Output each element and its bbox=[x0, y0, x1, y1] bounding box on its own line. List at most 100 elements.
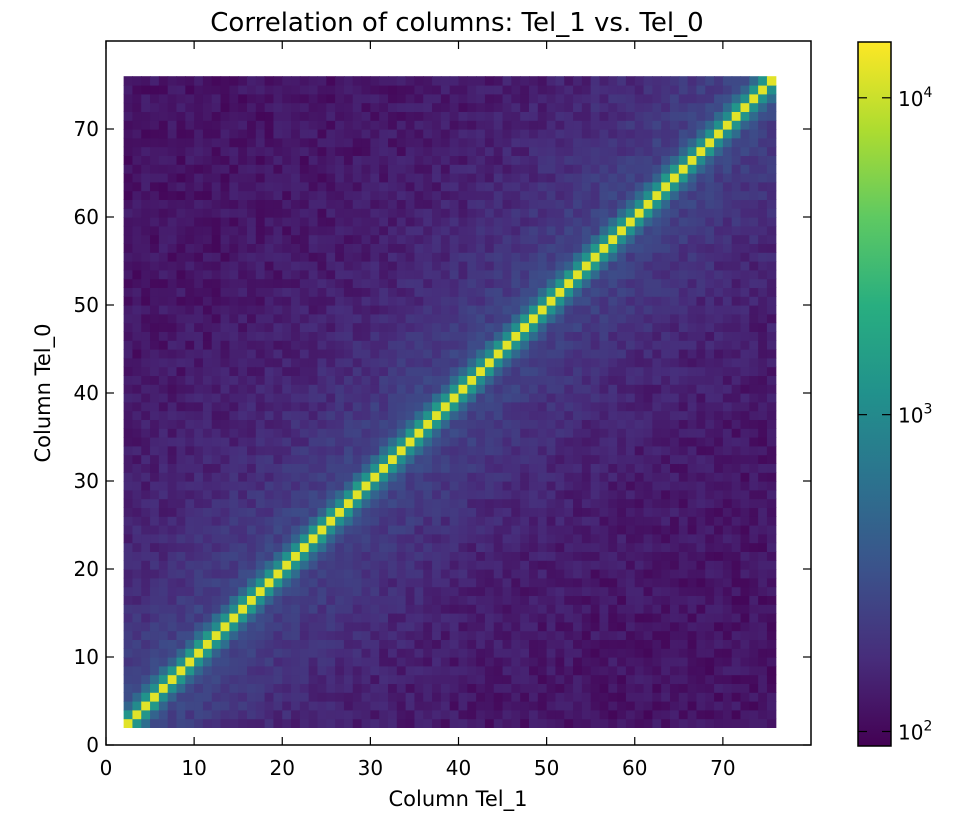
heatmap-cell bbox=[678, 437, 689, 447]
heatmap-cell bbox=[141, 146, 151, 156]
heatmap-cell bbox=[458, 261, 468, 271]
heatmap-cell bbox=[379, 225, 389, 236]
heatmap-cell bbox=[352, 718, 363, 728]
heatmap-cell bbox=[247, 357, 257, 368]
heatmap-cell bbox=[617, 313, 627, 324]
heatmap-cell bbox=[238, 375, 248, 385]
heatmap-cell bbox=[273, 217, 283, 227]
heatmap-cell bbox=[176, 454, 186, 464]
heatmap-cell bbox=[678, 533, 689, 544]
heatmap-cell bbox=[247, 516, 257, 526]
heatmap-cell bbox=[687, 683, 698, 693]
heatmap-cell bbox=[326, 437, 336, 447]
heatmap-cell bbox=[511, 322, 521, 332]
heatmap-cell bbox=[379, 120, 389, 130]
heatmap-cell bbox=[493, 173, 504, 183]
heatmap-cell bbox=[617, 692, 627, 702]
heatmap-cell bbox=[361, 692, 371, 702]
heatmap-cell bbox=[370, 630, 380, 640]
heatmap-cell bbox=[379, 173, 389, 183]
heatmap-cell bbox=[326, 129, 336, 139]
heatmap-cell bbox=[625, 164, 636, 174]
heatmap-cell bbox=[405, 604, 416, 614]
heatmap-cell bbox=[150, 76, 160, 86]
heatmap-cell bbox=[625, 498, 636, 508]
heatmap-cell bbox=[414, 384, 424, 394]
heatmap-cell bbox=[581, 296, 592, 306]
heatmap-cell bbox=[608, 657, 618, 667]
heatmap-cell bbox=[502, 533, 512, 544]
heatmap-cell bbox=[590, 375, 601, 385]
heatmap-cell bbox=[388, 313, 398, 324]
heatmap-cell bbox=[440, 331, 451, 341]
heatmap-cell bbox=[326, 102, 336, 112]
heatmap-cell bbox=[396, 375, 407, 385]
heatmap-cell bbox=[608, 665, 618, 676]
heatmap-cell bbox=[167, 489, 178, 500]
heatmap-cell bbox=[555, 252, 565, 262]
heatmap-cell bbox=[670, 331, 680, 341]
heatmap-cell bbox=[502, 445, 512, 456]
heatmap-cell bbox=[705, 463, 715, 473]
heatmap-cell bbox=[185, 648, 195, 658]
heatmap-cell bbox=[643, 234, 653, 244]
heatmap-cell bbox=[467, 129, 477, 139]
heatmap-cell bbox=[317, 322, 327, 332]
heatmap-cell bbox=[502, 498, 512, 508]
heatmap-cell bbox=[467, 665, 477, 676]
heatmap-cell bbox=[326, 542, 336, 552]
heatmap-cell bbox=[652, 85, 662, 95]
heatmap-cell bbox=[326, 701, 336, 711]
heatmap-cell bbox=[493, 533, 504, 544]
heatmap-cell bbox=[555, 604, 565, 614]
heatmap-cell bbox=[211, 384, 222, 394]
heatmap-cell bbox=[529, 375, 539, 385]
heatmap-cell bbox=[484, 225, 495, 236]
heatmap-cell bbox=[581, 560, 592, 570]
heatmap-cell bbox=[299, 217, 310, 227]
heatmap-cell bbox=[308, 155, 319, 165]
heatmap-cell bbox=[150, 577, 160, 588]
heatmap-cell bbox=[661, 542, 671, 552]
heatmap-cell bbox=[167, 472, 178, 482]
heatmap-cell bbox=[370, 349, 380, 359]
heatmap-cell bbox=[176, 243, 186, 253]
heatmap-cell bbox=[432, 85, 442, 95]
heatmap-cell bbox=[264, 313, 275, 324]
heatmap-cell bbox=[440, 217, 451, 227]
heatmap-cell bbox=[493, 586, 504, 596]
heatmap-cell bbox=[608, 551, 618, 561]
heatmap-cell bbox=[440, 278, 451, 288]
heatmap-cell bbox=[599, 102, 609, 112]
heatmap-cell bbox=[150, 683, 160, 693]
heatmap-cell bbox=[617, 481, 627, 491]
heatmap-cell bbox=[255, 454, 266, 464]
heatmap-cell bbox=[229, 604, 239, 614]
heatmap-cell bbox=[617, 577, 627, 588]
heatmap-cell bbox=[529, 287, 539, 297]
heatmap-cell bbox=[123, 445, 134, 456]
heatmap-cell bbox=[432, 701, 442, 711]
heatmap-cell bbox=[484, 102, 495, 112]
heatmap-cell bbox=[379, 630, 389, 640]
heatmap-cell bbox=[326, 164, 336, 174]
heatmap-cell bbox=[194, 155, 204, 165]
heatmap-cell bbox=[564, 604, 574, 614]
heatmap-cell bbox=[484, 507, 495, 517]
heatmap-cell bbox=[432, 709, 442, 720]
heatmap-cell bbox=[573, 375, 583, 385]
heatmap-cell bbox=[229, 155, 239, 165]
heatmap-cell bbox=[696, 630, 706, 640]
heatmap-cell bbox=[264, 560, 275, 570]
heatmap-cell bbox=[529, 234, 539, 244]
heatmap-cell bbox=[449, 278, 460, 288]
heatmap-cell bbox=[687, 604, 698, 614]
heatmap-cell bbox=[476, 665, 486, 676]
heatmap-cell bbox=[211, 630, 222, 640]
heatmap-cell bbox=[202, 709, 213, 720]
heatmap-cell bbox=[652, 525, 662, 535]
heatmap-cell bbox=[696, 173, 706, 183]
heatmap-cell bbox=[476, 463, 486, 473]
heatmap-cell bbox=[643, 533, 653, 544]
heatmap-cell bbox=[247, 190, 257, 200]
